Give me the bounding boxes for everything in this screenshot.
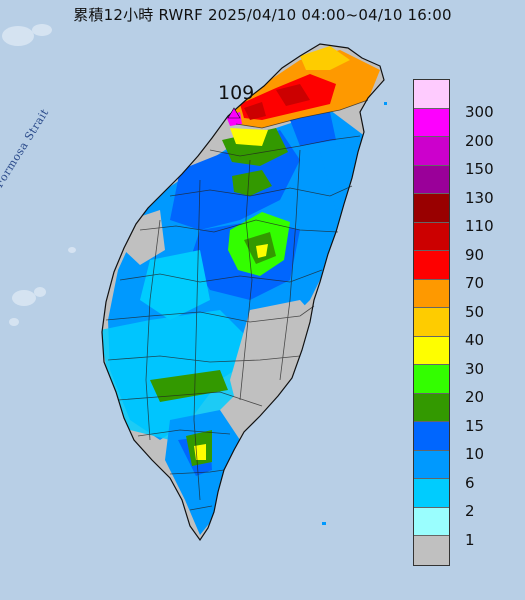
boundary-lines — [105, 99, 369, 511]
legend-swatch — [414, 251, 449, 280]
island-outline — [101, 43, 385, 542]
legend-swatch — [414, 422, 449, 451]
legend-tick-label: 1 — [465, 530, 475, 549]
legend-swatch — [414, 393, 449, 422]
legend-tick-label: 200 — [465, 131, 494, 150]
legend-swatch — [414, 279, 449, 308]
legend-tick-label: 50 — [465, 302, 485, 321]
max-marker-icon — [227, 107, 241, 119]
legend — [413, 79, 450, 566]
legend-swatch — [414, 450, 449, 479]
legend-tick-label: 300 — [465, 103, 494, 122]
legend-tick-label: 90 — [465, 245, 485, 264]
legend-swatch — [414, 108, 449, 137]
islet — [322, 522, 326, 525]
legend-tick-label: 6 — [465, 473, 475, 492]
legend-swatch — [414, 536, 449, 565]
legend-tick-label: 70 — [465, 274, 485, 293]
legend-tick-label: 150 — [465, 160, 494, 179]
legend-tick-label: 30 — [465, 359, 485, 378]
legend-tick-label: 2 — [465, 502, 475, 521]
map-title: 累積12小時 RWRF 2025/04/10 04:00~04/10 16:00 — [73, 6, 452, 24]
legend-swatch — [414, 165, 449, 194]
legend-tick-label: 10 — [465, 445, 485, 464]
legend-swatch — [414, 308, 449, 337]
legend-swatch — [414, 479, 449, 508]
legend-swatch — [414, 222, 449, 251]
legend-tick-label: 40 — [465, 331, 485, 350]
legend-swatch — [414, 365, 449, 394]
legend-swatch — [414, 336, 449, 365]
legend-tick-label: 20 — [465, 388, 485, 407]
islet — [384, 102, 387, 105]
legend-swatch — [414, 507, 449, 536]
legend-tick-label: 130 — [465, 188, 494, 207]
legend-swatch — [414, 80, 449, 109]
cloud-texture — [2, 24, 76, 326]
max-value-label: 109 — [218, 82, 255, 104]
legend-swatch — [414, 137, 449, 166]
legend-swatch — [414, 194, 449, 223]
legend-tick-label: 15 — [465, 416, 485, 435]
legend-tick-label: 110 — [465, 217, 494, 236]
